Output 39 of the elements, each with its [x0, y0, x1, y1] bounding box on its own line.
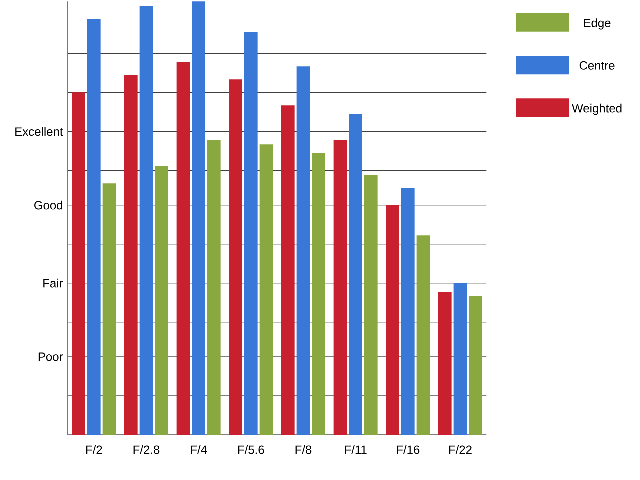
bar — [208, 140, 221, 435]
bar — [386, 205, 400, 435]
bar — [364, 175, 378, 435]
bar — [102, 184, 116, 435]
ref-line-label: Poor — [38, 352, 64, 362]
x-tick-label: F/11 — [345, 445, 367, 454]
bar — [454, 283, 468, 435]
x-tick-label: F/2 — [86, 445, 102, 454]
bar — [244, 32, 258, 435]
ref-line-label: Excellent — [16, 127, 64, 136]
x-tick-label: F/8 — [296, 445, 312, 454]
bar — [469, 296, 482, 435]
bar — [416, 236, 430, 435]
bar — [124, 75, 138, 435]
bar — [176, 62, 190, 435]
bar — [140, 6, 154, 435]
bar — [281, 106, 295, 435]
bar — [334, 140, 348, 435]
legend-label: Edge — [584, 18, 611, 30]
bar — [401, 188, 415, 435]
bar — [438, 292, 452, 435]
x-tick-label: F/5.6 — [238, 445, 264, 454]
x-tick-label: F/16 — [397, 445, 420, 454]
bar — [229, 80, 242, 435]
x-tick-label: F/22 — [449, 445, 472, 454]
bar — [296, 66, 310, 435]
bar — [260, 144, 274, 435]
bar — [155, 166, 168, 435]
ref-line-label: Fair — [44, 278, 64, 288]
bar — [192, 2, 206, 435]
bar — [349, 114, 362, 435]
x-tick-label: F/4 — [191, 445, 208, 454]
bar — [88, 19, 101, 435]
legend-label: Centre — [580, 61, 615, 70]
bar — [72, 92, 86, 435]
legend-label: Weighted — [572, 104, 622, 116]
bar — [312, 153, 326, 435]
ref-line-label: Good — [34, 200, 63, 210]
x-tick-label: F/2.8 — [134, 445, 160, 454]
